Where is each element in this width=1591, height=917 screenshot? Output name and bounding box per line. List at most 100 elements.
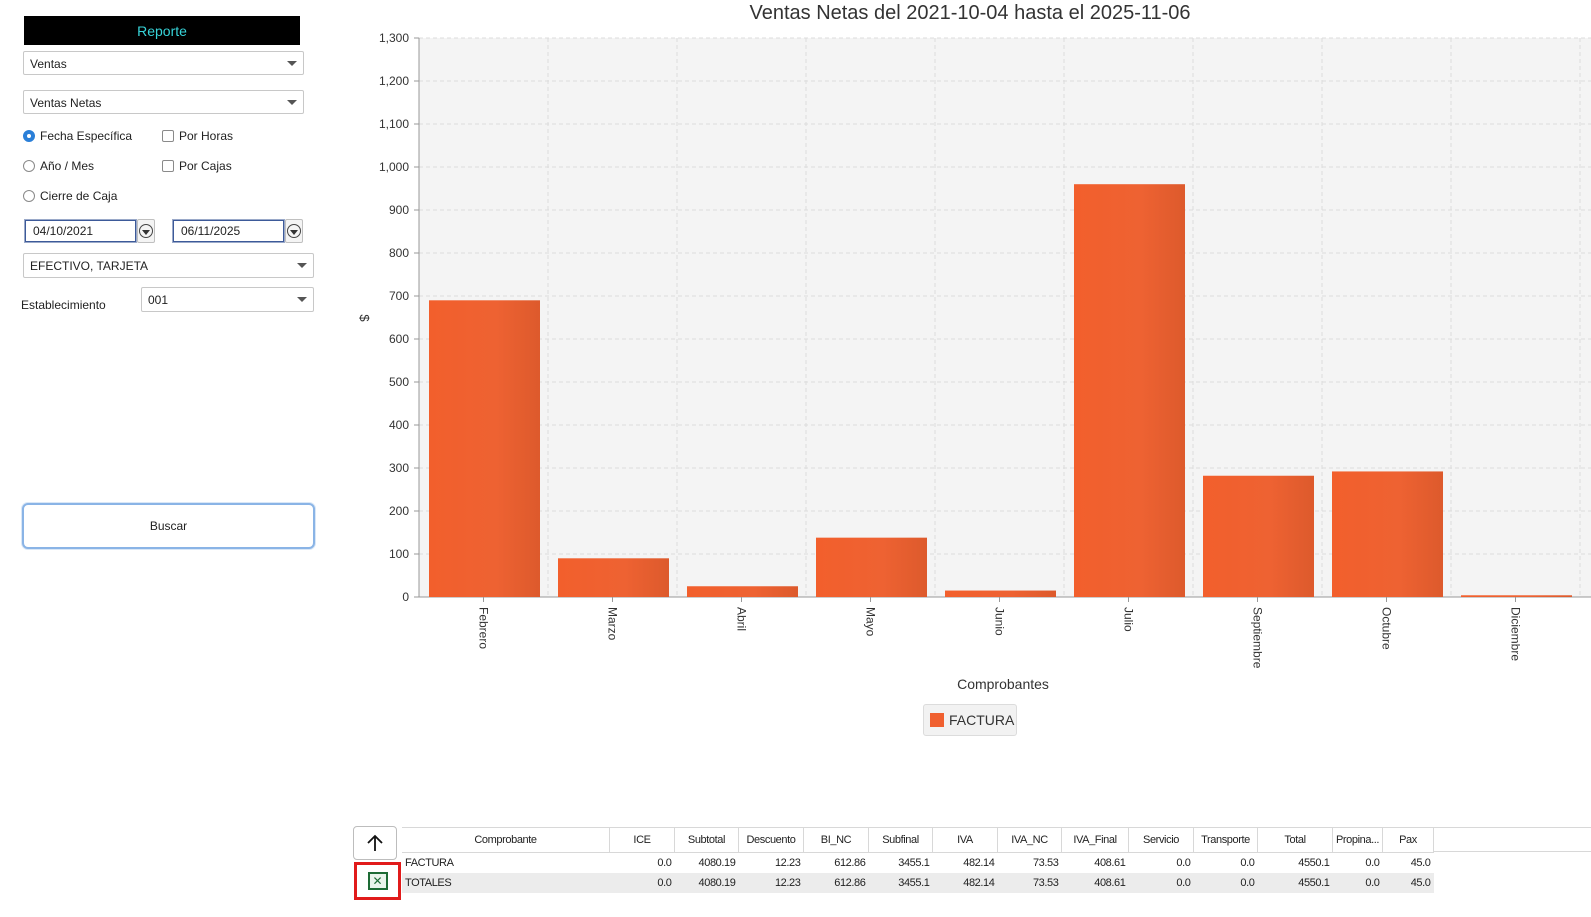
table-cell: TOTALES: [402, 873, 610, 893]
column-header[interactable]: Pax: [1382, 827, 1434, 853]
x-tick-label: Mayo: [864, 607, 878, 637]
report-type-select[interactable]: Ventas: [23, 51, 304, 75]
search-button-label: Buscar: [149, 519, 188, 533]
export-excel-button[interactable]: ✕: [354, 862, 401, 900]
bar[interactable]: [687, 586, 798, 597]
scroll-up-button[interactable]: [353, 826, 397, 860]
x-tick-label: Abril: [735, 607, 749, 631]
arrow-up-icon: [367, 834, 383, 851]
column-header[interactable]: Subfinal: [868, 827, 933, 853]
column-header[interactable]: IVA: [932, 827, 998, 853]
table-cell: 0.0: [1240, 857, 1255, 869]
column-header[interactable]: Subtotal: [674, 827, 739, 853]
table-cell: 0.0: [609, 873, 675, 893]
bar[interactable]: [1461, 595, 1572, 597]
y-tick-label: 1,100: [379, 117, 409, 131]
column-header[interactable]: Transporte: [1193, 827, 1258, 853]
table-cell: 0.0: [1365, 857, 1380, 869]
bar[interactable]: [429, 300, 540, 597]
radio-checked-icon: [23, 130, 35, 142]
calendar-dropdown-icon: [139, 224, 153, 238]
checkbox-por-cajas[interactable]: Por Cajas: [162, 159, 232, 173]
table-cell: 612.86: [834, 857, 866, 869]
table-cell: 3455.1: [898, 857, 930, 869]
y-tick-label: 1,000: [379, 160, 409, 174]
column-header[interactable]: Total: [1257, 827, 1333, 853]
establecimiento-value: 001: [148, 293, 169, 307]
column-header[interactable]: Descuento: [738, 827, 804, 853]
bar[interactable]: [1203, 475, 1314, 597]
chevron-down-icon: [287, 61, 297, 66]
radio-unchecked-icon: [23, 160, 35, 172]
table-cell: FACTURA: [405, 857, 454, 869]
column-header[interactable]: Comprobante: [402, 827, 610, 853]
table-cell: 482.14: [932, 873, 998, 893]
chart-title: Ventas Netas del 2021-10-04 hasta el 202…: [749, 2, 1191, 24]
table-cell: 0.0: [1176, 857, 1191, 869]
table-cell: 0.0: [1332, 873, 1383, 893]
table-cell: 0.0: [1128, 873, 1194, 893]
table-cell: 482.14: [963, 857, 995, 869]
legend-label: FACTURA: [949, 712, 1015, 728]
table-cell: 73.53: [1032, 857, 1059, 869]
table-cell: 408.61: [1061, 873, 1129, 893]
column-header[interactable]: ICE: [609, 827, 675, 853]
summary-table: Comprobante ICE Subtotal Descuento BI_NC Subf…: [402, 827, 1434, 893]
column-header[interactable]: Servicio: [1128, 827, 1194, 853]
table-header-row: Comprobante ICE Subtotal Descuento BI_NC Subf…: [402, 827, 1434, 853]
chevron-down-icon: [287, 100, 297, 105]
chevron-down-icon: [297, 263, 307, 268]
x-tick-label: Marzo: [606, 607, 620, 641]
x-axis-title: Comprobantes: [957, 676, 1049, 692]
table-header-filler: [1427, 827, 1591, 852]
chart-legend: FACTURA: [923, 704, 1017, 736]
y-tick-label: 1,200: [379, 74, 409, 88]
date-from-input[interactable]: 04/10/2021: [24, 219, 137, 243]
excel-export-icon: ✕: [367, 872, 388, 890]
table-cell: 12.23: [738, 873, 804, 893]
table-cell: 4080.19: [698, 857, 736, 869]
radio-cierre-caja[interactable]: Cierre de Caja: [23, 189, 117, 203]
checkbox-por-horas[interactable]: Por Horas: [162, 129, 233, 143]
x-tick-label: Febrero: [477, 607, 491, 649]
bar[interactable]: [945, 590, 1056, 597]
table-row[interactable]: TOTALES 0.0 4080.19 12.23 612.86 3455.1 482.14…: [402, 873, 1434, 893]
date-from-picker-button[interactable]: [137, 219, 155, 243]
y-tick-label: 0: [402, 590, 409, 604]
table-row[interactable]: FACTURA 0.0 4080.19 12.23 612.86 3455.1 482.14…: [402, 853, 1434, 874]
legend-swatch: [930, 713, 944, 727]
bar[interactable]: [816, 537, 927, 597]
column-header[interactable]: BI_NC: [803, 827, 869, 853]
x-tick-label: Septiembre: [1251, 607, 1265, 669]
radio-fecha-especifica[interactable]: Fecha Específica: [23, 129, 132, 143]
bar-chart: 0 100 200 300 400 500 600 700 800 900 1,000 1,100 1,…: [357, 31, 1591, 669]
y-tick-label: 600: [389, 332, 409, 346]
table-cell: 612.86: [803, 873, 869, 893]
date-to-picker-button[interactable]: [285, 219, 303, 243]
column-header[interactable]: IVA_NC: [997, 827, 1062, 853]
establecimiento-select[interactable]: 001: [141, 287, 314, 312]
column-header[interactable]: IVA_Final: [1061, 827, 1129, 853]
x-tick-label: Diciembre: [1509, 607, 1523, 661]
establecimiento-label: Establecimiento: [21, 298, 106, 312]
x-tick-label: Julio: [1122, 607, 1136, 632]
table-cell: 45.0: [1410, 857, 1431, 869]
bar[interactable]: [558, 558, 669, 597]
payment-method-value: EFECTIVO, TARJETA: [30, 259, 149, 273]
y-tick-label: 200: [389, 504, 409, 518]
table-cell: 12.23: [774, 857, 801, 869]
date-to-input[interactable]: 06/11/2025: [172, 219, 285, 243]
radio-anio-mes[interactable]: Año / Mes: [23, 159, 94, 173]
y-tick-label: 700: [389, 289, 409, 303]
report-subtype-value: Ventas Netas: [30, 96, 102, 110]
bar[interactable]: [1332, 471, 1443, 597]
table-cell: 4550.1: [1257, 873, 1333, 893]
payment-method-select[interactable]: EFECTIVO, TARJETA: [23, 253, 314, 278]
search-button[interactable]: Buscar: [22, 503, 315, 549]
checkbox-icon: [162, 130, 174, 142]
bar[interactable]: [1074, 184, 1185, 597]
chevron-down-icon: [297, 297, 307, 302]
column-header[interactable]: Propina...: [1332, 827, 1383, 853]
radio-fecha-especifica-label: Fecha Específica: [40, 129, 133, 143]
report-subtype-select[interactable]: Ventas Netas: [23, 90, 304, 114]
